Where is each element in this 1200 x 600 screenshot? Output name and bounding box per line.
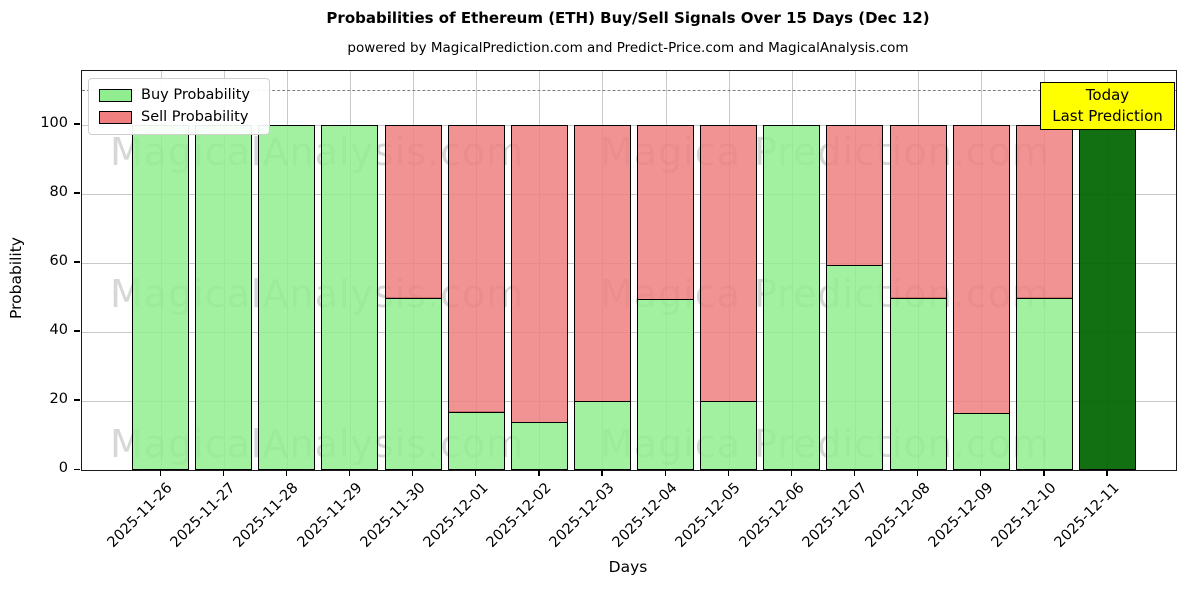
- bar-buy-segment: [637, 299, 695, 470]
- x-tick-label: 2025-12-04: [609, 480, 681, 551]
- x-tick-label: 2025-12-08: [862, 480, 934, 551]
- bar-buy-segment: [573, 400, 631, 470]
- bar-buy-segment: [384, 297, 442, 470]
- x-tick-label: 2025-12-10: [988, 480, 1060, 551]
- y-tick-label: 20: [49, 390, 68, 407]
- x-tick-label: 2025-12-03: [546, 480, 618, 551]
- x-tick-label: 2025-11-30: [357, 480, 429, 551]
- legend: Buy Probability Sell Probability: [88, 78, 270, 135]
- chart-title: Probabilities of Ethereum (ETH) Buy/Sell…: [326, 9, 930, 27]
- bar-buy-segment: [1015, 297, 1073, 470]
- bar-buy-segment: [763, 124, 821, 470]
- x-tick-mark: [601, 470, 603, 476]
- bar-buy-segment: [258, 124, 316, 470]
- bar-sell-segment: [826, 124, 884, 266]
- x-tick-label: 2025-12-07: [799, 480, 871, 551]
- x-tick-label: 2025-11-28: [231, 480, 303, 551]
- x-tick-mark: [917, 470, 919, 476]
- bar-sell-segment: [1015, 124, 1073, 299]
- x-tick-mark: [790, 470, 793, 476]
- x-tick-mark: [1043, 470, 1045, 476]
- sell-swatch-icon: [99, 111, 132, 124]
- legend-label-buy: Buy Probability: [141, 87, 250, 103]
- x-tick-label: 2025-11-27: [168, 480, 239, 551]
- bar-buy-segment: [132, 124, 189, 470]
- x-tick-mark: [412, 470, 414, 476]
- y-tick-mark: [74, 192, 80, 194]
- bar-buy-segment: [826, 264, 884, 470]
- bar-sell-segment: [637, 124, 695, 301]
- y-tick-mark: [74, 399, 80, 401]
- x-tick-mark: [222, 470, 224, 476]
- y-tick-label: 100: [40, 114, 68, 131]
- x-tick-mark: [727, 470, 729, 476]
- bar-sell-segment: [510, 124, 568, 423]
- x-axis-label: Days: [608, 558, 648, 576]
- x-tick-mark: [538, 470, 540, 476]
- x-tick-label: 2025-12-09: [925, 480, 997, 551]
- x-tick-mark: [853, 470, 856, 476]
- bar-sell-segment: [952, 124, 1010, 415]
- y-tick-mark: [74, 330, 80, 332]
- bar-buy-segment: [510, 421, 568, 470]
- bar-buy-segment: [700, 400, 758, 470]
- y-tick-mark: [74, 261, 80, 263]
- buy-swatch-icon: [99, 89, 132, 102]
- x-tick-label: 2025-12-11: [1051, 480, 1123, 551]
- legend-item-buy: Buy Probability: [99, 88, 259, 103]
- x-tick-label: 2025-12-01: [420, 480, 492, 551]
- bar-buy-segment: [321, 124, 379, 470]
- x-tick-mark: [980, 470, 982, 476]
- y-tick-label: 40: [49, 321, 68, 338]
- x-tick-mark: [159, 470, 161, 476]
- y-tick-mark: [74, 468, 80, 470]
- bar-sell-segment: [384, 124, 442, 299]
- x-tick-label: 2025-11-29: [294, 480, 366, 551]
- x-tick-mark: [475, 470, 477, 476]
- x-tick-mark: [664, 470, 666, 476]
- bar-today: [1078, 124, 1136, 470]
- x-tick-mark: [285, 470, 288, 476]
- x-tick-mark: [1106, 470, 1108, 476]
- x-tick-mark: [348, 470, 351, 476]
- today-annotation: Today Last Prediction: [1040, 82, 1175, 130]
- y-tick-mark: [74, 123, 80, 125]
- bar-buy-segment: [447, 411, 505, 470]
- legend-label-sell: Sell Probability: [141, 109, 249, 125]
- chart-subtitle: powered by MagicalPrediction.com and Pre…: [347, 40, 909, 56]
- y-tick-label: 80: [49, 183, 68, 200]
- x-tick-label: 2025-12-05: [673, 480, 744, 551]
- bar-buy-segment: [952, 413, 1010, 470]
- x-tick-label: 2025-11-26: [104, 480, 176, 551]
- bar-buy-segment: [195, 124, 253, 470]
- bar-sell-segment: [573, 124, 631, 403]
- legend-item-sell: Sell Probability: [99, 110, 259, 125]
- y-tick-label: 0: [58, 460, 68, 476]
- bar-sell-segment: [889, 124, 947, 299]
- bar-sell-segment: [447, 124, 505, 413]
- annotation-line2: Last Prediction: [1052, 107, 1163, 125]
- threshold-dashed-line: [82, 90, 1176, 92]
- annotation-line1: Today: [1085, 86, 1130, 104]
- bar-buy-segment: [889, 297, 947, 470]
- y-axis-label: Probability: [7, 237, 25, 319]
- bar-sell-segment: [700, 124, 758, 403]
- x-tick-label: 2025-12-06: [736, 480, 808, 551]
- y-tick-label: 60: [49, 252, 68, 269]
- x-tick-label: 2025-12-02: [483, 480, 555, 551]
